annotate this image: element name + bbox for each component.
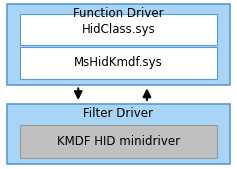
Bar [20, 125, 217, 158]
Text: Function Driver: Function Driver [73, 7, 164, 20]
Bar [7, 4, 230, 84]
Text: HidClass.sys: HidClass.sys [82, 23, 155, 36]
Text: Filter Driver: Filter Driver [83, 107, 154, 120]
Bar [20, 14, 217, 45]
Bar [20, 47, 217, 79]
Text: KMDF HID minidriver: KMDF HID minidriver [57, 135, 180, 148]
Text: MsHidKmdf.sys: MsHidKmdf.sys [74, 56, 163, 69]
Bar [7, 104, 230, 164]
